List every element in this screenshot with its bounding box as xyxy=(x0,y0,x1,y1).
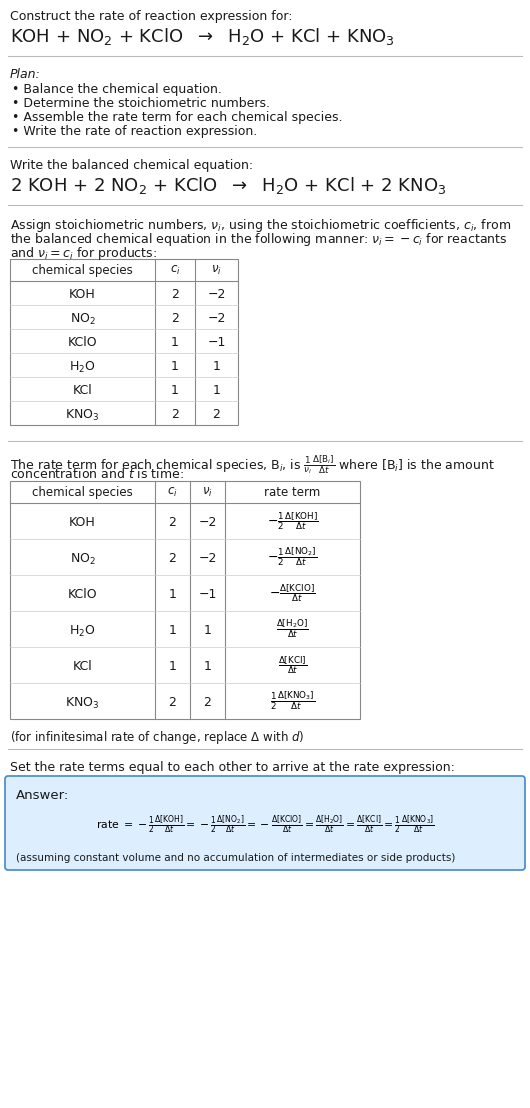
Text: 1: 1 xyxy=(204,624,211,637)
Text: and $\nu_i = c_i$ for products:: and $\nu_i = c_i$ for products: xyxy=(10,245,157,261)
Text: H$_2$O: H$_2$O xyxy=(69,360,96,376)
Text: −1: −1 xyxy=(207,336,226,349)
Text: • Assemble the rate term for each chemical species.: • Assemble the rate term for each chemic… xyxy=(12,111,342,124)
Text: 1: 1 xyxy=(169,624,176,637)
Text: KCl: KCl xyxy=(73,660,92,673)
Text: 1: 1 xyxy=(171,360,179,373)
Bar xyxy=(10,259,238,425)
Text: H$_2$O: H$_2$O xyxy=(69,624,96,639)
Text: Assign stoichiometric numbers, $\nu_i$, using the stoichiometric coefficients, $: Assign stoichiometric numbers, $\nu_i$, … xyxy=(10,217,511,234)
Text: $-\frac{1}{2}\frac{\Delta[\mathrm{KOH}]}{\Delta t}$: $-\frac{1}{2}\frac{\Delta[\mathrm{KOH}]}… xyxy=(267,510,319,532)
Text: NO$_2$: NO$_2$ xyxy=(69,312,95,327)
Text: 2: 2 xyxy=(171,312,179,325)
Text: $\frac{1}{2}\frac{\Delta[\mathrm{KNO}_3]}{\Delta t}$: $\frac{1}{2}\frac{\Delta[\mathrm{KNO}_3]… xyxy=(270,689,315,712)
FancyBboxPatch shape xyxy=(5,776,525,870)
Text: Answer:: Answer: xyxy=(16,789,69,802)
Text: KNO$_3$: KNO$_3$ xyxy=(65,696,100,711)
Text: 1: 1 xyxy=(171,384,179,397)
Text: rate term: rate term xyxy=(264,486,321,499)
Text: • Determine the stoichiometric numbers.: • Determine the stoichiometric numbers. xyxy=(12,98,270,110)
Text: $\nu_i$: $\nu_i$ xyxy=(202,486,213,499)
Text: Set the rate terms equal to each other to arrive at the rate expression:: Set the rate terms equal to each other t… xyxy=(10,761,455,774)
Text: • Balance the chemical equation.: • Balance the chemical equation. xyxy=(12,83,222,96)
Text: concentration and $t$ is time:: concentration and $t$ is time: xyxy=(10,466,184,481)
Text: 2: 2 xyxy=(204,696,211,709)
Text: −2: −2 xyxy=(198,516,217,529)
Text: KOH + NO$_2$ + KClO  $\rightarrow$  H$_2$O + KCl + KNO$_3$: KOH + NO$_2$ + KClO $\rightarrow$ H$_2$O… xyxy=(10,25,395,47)
Text: −2: −2 xyxy=(198,552,217,565)
Text: $\frac{\Delta[\mathrm{H}_2\mathrm{O}]}{\Delta t}$: $\frac{\Delta[\mathrm{H}_2\mathrm{O}]}{\… xyxy=(276,617,309,640)
Text: KOH: KOH xyxy=(69,288,96,301)
Text: 1: 1 xyxy=(204,660,211,673)
Text: $-\frac{\Delta[\mathrm{KClO}]}{\Delta t}$: $-\frac{\Delta[\mathrm{KClO}]}{\Delta t}… xyxy=(269,582,316,604)
Text: Construct the rate of reaction expression for:: Construct the rate of reaction expressio… xyxy=(10,10,293,23)
Text: $\nu_i$: $\nu_i$ xyxy=(211,264,222,277)
Text: 2: 2 xyxy=(171,288,179,301)
Text: • Write the rate of reaction expression.: • Write the rate of reaction expression. xyxy=(12,125,257,138)
Text: Plan:: Plan: xyxy=(10,68,41,81)
Text: 1: 1 xyxy=(169,660,176,673)
Text: KClO: KClO xyxy=(68,336,98,349)
Text: 2: 2 xyxy=(171,408,179,421)
Text: 2: 2 xyxy=(169,516,176,529)
Text: Write the balanced chemical equation:: Write the balanced chemical equation: xyxy=(10,160,253,172)
Text: −1: −1 xyxy=(198,588,217,601)
Text: $\frac{\Delta[\mathrm{KCl}]}{\Delta t}$: $\frac{\Delta[\mathrm{KCl}]}{\Delta t}$ xyxy=(278,654,307,676)
Text: $c_i$: $c_i$ xyxy=(170,264,180,277)
Text: 2: 2 xyxy=(169,696,176,709)
Text: 1: 1 xyxy=(171,336,179,349)
Text: KClO: KClO xyxy=(68,588,98,601)
Text: $c_i$: $c_i$ xyxy=(167,486,178,499)
Text: (for infinitesimal rate of change, replace Δ with $d$): (for infinitesimal rate of change, repla… xyxy=(10,729,304,746)
Text: KOH: KOH xyxy=(69,516,96,529)
Text: 1: 1 xyxy=(169,588,176,601)
Bar xyxy=(10,481,360,719)
Text: KCl: KCl xyxy=(73,384,92,397)
Text: KNO$_3$: KNO$_3$ xyxy=(65,408,100,423)
Text: −2: −2 xyxy=(207,288,226,301)
Text: rate $= -\frac{1}{2}\frac{\Delta[\mathrm{KOH}]}{\Delta t}= -\frac{1}{2}\frac{\De: rate $= -\frac{1}{2}\frac{\Delta[\mathrm… xyxy=(96,813,434,837)
Text: 2: 2 xyxy=(213,408,220,421)
Text: chemical species: chemical species xyxy=(32,486,133,499)
Text: 1: 1 xyxy=(213,384,220,397)
Text: the balanced chemical equation in the following manner: $\nu_i = -c_i$ for react: the balanced chemical equation in the fo… xyxy=(10,230,508,248)
Text: $-\frac{1}{2}\frac{\Delta[\mathrm{NO}_2]}{\Delta t}$: $-\frac{1}{2}\frac{\Delta[\mathrm{NO}_2]… xyxy=(268,545,317,568)
Text: The rate term for each chemical species, B$_i$, is $\frac{1}{\nu_i}\frac{\Delta[: The rate term for each chemical species,… xyxy=(10,453,495,475)
Text: 2: 2 xyxy=(169,552,176,565)
Text: NO$_2$: NO$_2$ xyxy=(69,552,95,567)
Text: (assuming constant volume and no accumulation of intermediates or side products): (assuming constant volume and no accumul… xyxy=(16,853,455,863)
Text: −2: −2 xyxy=(207,312,226,325)
Text: chemical species: chemical species xyxy=(32,264,133,277)
Text: 1: 1 xyxy=(213,360,220,373)
Text: 2 KOH + 2 NO$_2$ + KClO  $\rightarrow$  H$_2$O + KCl + 2 KNO$_3$: 2 KOH + 2 NO$_2$ + KClO $\rightarrow$ H$… xyxy=(10,175,446,196)
